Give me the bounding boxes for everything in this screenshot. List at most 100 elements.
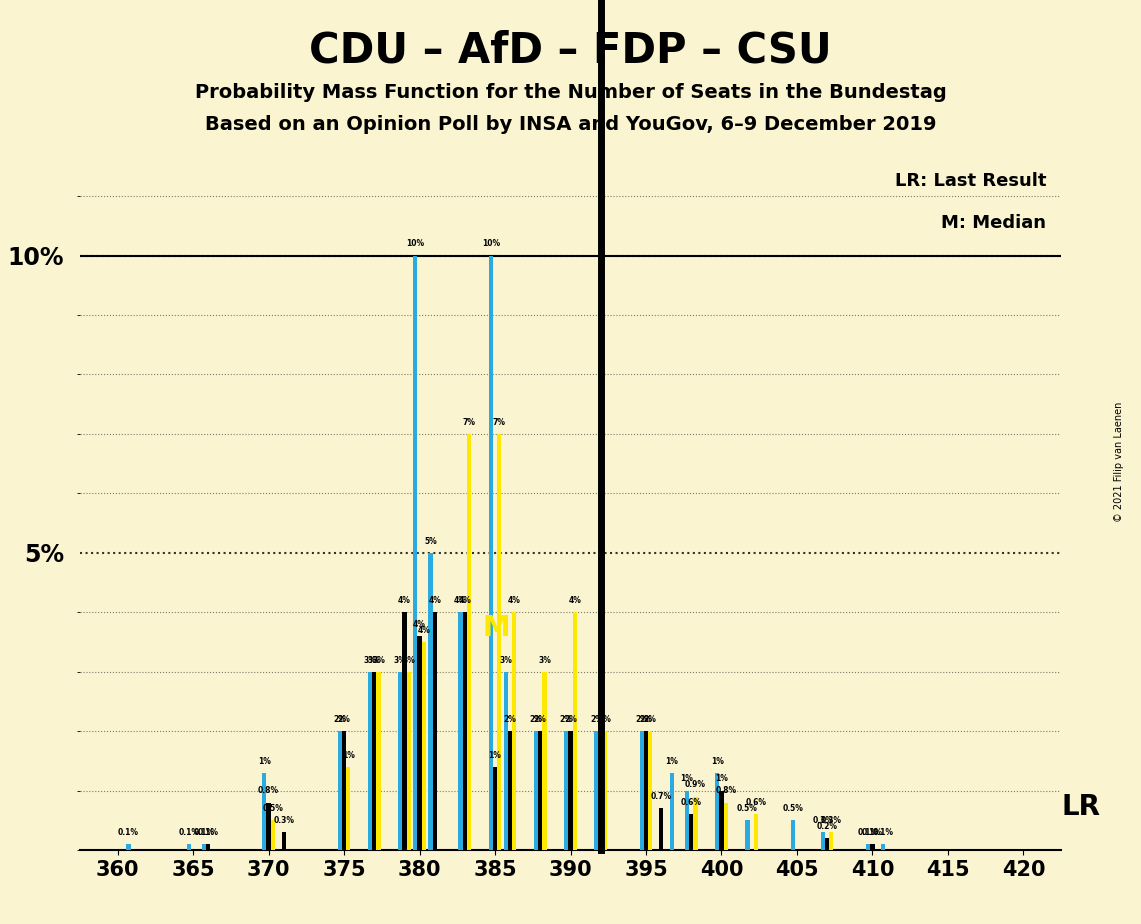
Text: 0.1%: 0.1% bbox=[178, 828, 200, 837]
Bar bbox=[463, 613, 467, 850]
Text: 2%: 2% bbox=[333, 715, 346, 724]
Bar bbox=[719, 791, 723, 850]
Bar bbox=[564, 731, 568, 850]
Text: 4%: 4% bbox=[398, 596, 411, 605]
Text: 0.1%: 0.1% bbox=[194, 828, 215, 837]
Text: 1%: 1% bbox=[680, 774, 694, 784]
Bar bbox=[493, 767, 497, 850]
Bar bbox=[488, 256, 493, 850]
Bar bbox=[825, 838, 830, 850]
Bar bbox=[542, 672, 547, 850]
Text: 3%: 3% bbox=[394, 655, 406, 664]
Bar bbox=[428, 553, 432, 850]
Bar bbox=[346, 767, 350, 850]
Bar bbox=[644, 731, 648, 850]
Text: 0.8%: 0.8% bbox=[715, 786, 736, 796]
Text: 4%: 4% bbox=[454, 596, 467, 605]
Bar bbox=[670, 772, 674, 850]
Text: 3%: 3% bbox=[364, 655, 377, 664]
Bar bbox=[497, 434, 501, 850]
Bar bbox=[791, 821, 795, 850]
Text: 3%: 3% bbox=[403, 655, 415, 664]
Bar bbox=[377, 672, 381, 850]
Bar bbox=[367, 672, 372, 850]
Bar bbox=[398, 672, 403, 850]
Bar bbox=[403, 613, 406, 850]
Text: 2%: 2% bbox=[599, 715, 612, 724]
Bar bbox=[820, 833, 825, 850]
Bar bbox=[694, 796, 697, 850]
Text: 0.2%: 0.2% bbox=[817, 822, 837, 831]
Text: 2%: 2% bbox=[590, 715, 602, 724]
Bar bbox=[418, 636, 422, 850]
Text: CDU – AfD – FDP – CSU: CDU – AfD – FDP – CSU bbox=[309, 30, 832, 71]
Text: 4%: 4% bbox=[428, 596, 442, 605]
Bar bbox=[602, 731, 607, 850]
Bar bbox=[745, 821, 750, 850]
Bar bbox=[342, 731, 346, 850]
Bar bbox=[467, 434, 471, 850]
Text: 0.8%: 0.8% bbox=[258, 786, 280, 796]
Bar bbox=[573, 613, 577, 850]
Text: 2%: 2% bbox=[338, 715, 350, 724]
Text: 0.3%: 0.3% bbox=[820, 816, 842, 825]
Text: 0.1%: 0.1% bbox=[873, 828, 893, 837]
Text: 0.7%: 0.7% bbox=[650, 792, 672, 801]
Text: 0.9%: 0.9% bbox=[685, 781, 706, 789]
Bar bbox=[270, 821, 275, 850]
Bar bbox=[754, 814, 758, 850]
Text: 0.5%: 0.5% bbox=[262, 804, 283, 813]
Bar bbox=[504, 672, 508, 850]
Bar bbox=[685, 791, 689, 850]
Bar bbox=[207, 845, 210, 850]
Text: 4%: 4% bbox=[568, 596, 581, 605]
Bar bbox=[432, 613, 437, 850]
Text: 1%: 1% bbox=[342, 750, 355, 760]
Bar bbox=[648, 731, 653, 850]
Text: LR: Last Result: LR: Last Result bbox=[895, 172, 1046, 190]
Text: Probability Mass Function for the Number of Seats in the Bundestag: Probability Mass Function for the Number… bbox=[195, 83, 946, 103]
Bar bbox=[715, 772, 719, 850]
Bar bbox=[871, 845, 874, 850]
Text: 0.3%: 0.3% bbox=[273, 816, 294, 825]
Bar bbox=[512, 613, 517, 850]
Bar bbox=[372, 672, 377, 850]
Bar bbox=[508, 731, 512, 850]
Text: 1%: 1% bbox=[711, 757, 723, 766]
Text: 4%: 4% bbox=[413, 620, 426, 629]
Text: 2%: 2% bbox=[564, 715, 577, 724]
Text: 2%: 2% bbox=[640, 715, 653, 724]
Text: 2%: 2% bbox=[644, 715, 657, 724]
Bar bbox=[267, 803, 270, 850]
Text: 0.1%: 0.1% bbox=[861, 828, 883, 837]
Text: Based on an Opinion Poll by INSA and YouGov, 6–9 December 2019: Based on an Opinion Poll by INSA and You… bbox=[204, 115, 937, 134]
Bar bbox=[659, 808, 663, 850]
Bar bbox=[723, 803, 728, 850]
Bar bbox=[830, 833, 833, 850]
Bar bbox=[539, 731, 542, 850]
Bar bbox=[594, 731, 599, 850]
Bar bbox=[459, 613, 463, 850]
Text: 7%: 7% bbox=[462, 418, 476, 427]
Text: 0.3%: 0.3% bbox=[812, 816, 833, 825]
Text: 1%: 1% bbox=[715, 774, 728, 784]
Text: 0.5%: 0.5% bbox=[783, 804, 803, 813]
Text: © 2021 Filip van Laenen: © 2021 Filip van Laenen bbox=[1115, 402, 1124, 522]
Bar bbox=[127, 845, 130, 850]
Text: 0.1%: 0.1% bbox=[118, 828, 139, 837]
Bar bbox=[413, 256, 418, 850]
Text: 3%: 3% bbox=[539, 655, 551, 664]
Text: 0.1%: 0.1% bbox=[858, 828, 879, 837]
Text: 10%: 10% bbox=[482, 239, 500, 249]
Text: 0.6%: 0.6% bbox=[681, 798, 702, 808]
Text: 4%: 4% bbox=[459, 596, 471, 605]
Text: 10%: 10% bbox=[406, 239, 424, 249]
Text: LR: LR bbox=[1061, 794, 1100, 821]
Bar bbox=[338, 731, 342, 850]
Text: 0.1%: 0.1% bbox=[197, 828, 219, 837]
Text: 2%: 2% bbox=[503, 715, 517, 724]
Bar bbox=[262, 772, 267, 850]
Text: 0.5%: 0.5% bbox=[737, 804, 758, 813]
Bar bbox=[881, 845, 885, 850]
Bar bbox=[866, 845, 871, 850]
